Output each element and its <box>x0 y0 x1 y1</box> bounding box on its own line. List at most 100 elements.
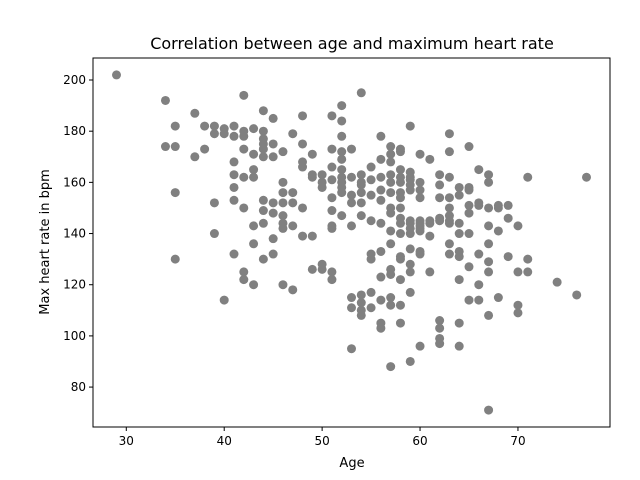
data-point <box>386 142 396 152</box>
data-point <box>415 185 425 195</box>
data-point <box>386 157 396 167</box>
data-point <box>317 264 327 274</box>
data-point <box>347 344 356 354</box>
data-point <box>503 213 513 223</box>
data-point <box>376 246 386 256</box>
data-point <box>454 341 464 351</box>
data-point <box>337 211 347 221</box>
data-point <box>386 293 396 303</box>
data-point <box>298 162 308 172</box>
data-point <box>376 131 386 141</box>
data-point <box>395 254 405 264</box>
data-point <box>376 323 386 333</box>
data-point <box>386 226 396 236</box>
data-point <box>523 254 533 264</box>
data-point <box>386 362 396 372</box>
data-point <box>386 300 396 310</box>
x-axis-ticks: 30 40 50 60 70 <box>119 427 526 448</box>
data-point <box>170 142 180 152</box>
data-point <box>493 293 503 303</box>
data-point <box>356 180 366 190</box>
data-point <box>112 70 121 80</box>
data-point <box>376 185 386 195</box>
data-point <box>405 185 415 195</box>
data-point <box>435 339 445 349</box>
data-point <box>229 131 239 141</box>
data-point <box>229 249 239 259</box>
y-tick-label: 140 <box>63 227 86 241</box>
data-point <box>405 356 415 366</box>
data-point <box>288 221 298 231</box>
y-tick-label: 180 <box>63 124 86 138</box>
data-point <box>229 157 239 167</box>
data-point <box>307 149 317 159</box>
data-point <box>356 310 366 320</box>
data-point <box>454 190 464 200</box>
data-point <box>327 193 337 203</box>
data-point <box>484 177 494 187</box>
data-point <box>327 162 337 172</box>
data-point <box>395 147 405 157</box>
data-point <box>298 203 308 213</box>
data-point <box>337 165 347 175</box>
data-point <box>249 172 259 182</box>
data-point <box>523 172 533 182</box>
data-point <box>347 172 356 182</box>
data-point <box>307 172 317 182</box>
data-point <box>405 229 415 239</box>
data-point <box>307 231 317 241</box>
data-point <box>386 177 396 187</box>
data-point <box>209 229 219 239</box>
data-point <box>366 162 376 172</box>
data-point <box>395 193 405 203</box>
data-point <box>268 198 278 208</box>
data-point <box>298 139 308 149</box>
data-point <box>376 154 386 164</box>
data-point <box>454 218 464 228</box>
data-point <box>200 121 210 131</box>
data-point <box>278 177 288 187</box>
data-point <box>258 218 268 228</box>
data-point <box>386 208 396 218</box>
data-point <box>239 90 249 100</box>
data-point <box>278 198 288 208</box>
data-point <box>395 318 405 328</box>
y-tick-label: 120 <box>63 278 86 292</box>
data-point <box>317 182 327 192</box>
data-point <box>464 262 474 272</box>
y-axis-ticks: 80 100 120 140 160 180 200 <box>63 73 93 394</box>
data-point <box>219 129 229 139</box>
data-point <box>435 316 445 326</box>
data-point <box>278 188 288 198</box>
data-point <box>249 280 259 290</box>
data-point <box>474 249 484 259</box>
data-point <box>337 154 347 164</box>
data-point <box>405 244 415 254</box>
data-point <box>209 121 219 131</box>
data-point <box>327 111 337 121</box>
x-tick-label: 30 <box>119 434 134 448</box>
data-point <box>454 252 464 262</box>
chart-title: Correlation between age and maximum hear… <box>150 34 554 53</box>
data-point <box>386 170 396 180</box>
data-point <box>474 295 484 305</box>
y-axis-label: Max heart rate in bpm <box>38 169 53 314</box>
data-point <box>249 239 259 249</box>
data-point <box>347 190 356 200</box>
data-point <box>454 318 464 328</box>
data-point <box>288 198 298 208</box>
data-point <box>572 290 582 300</box>
y-tick-label: 200 <box>63 73 86 87</box>
data-point <box>464 229 474 239</box>
data-point <box>484 257 494 267</box>
data-point <box>405 121 415 131</box>
x-tick-label: 60 <box>412 434 427 448</box>
data-point <box>415 149 425 159</box>
data-point <box>278 147 288 157</box>
data-point <box>327 275 337 285</box>
data-point <box>395 177 405 187</box>
data-point <box>356 198 366 208</box>
x-tick-label: 70 <box>510 434 525 448</box>
data-point <box>327 206 337 216</box>
data-point <box>405 267 415 277</box>
